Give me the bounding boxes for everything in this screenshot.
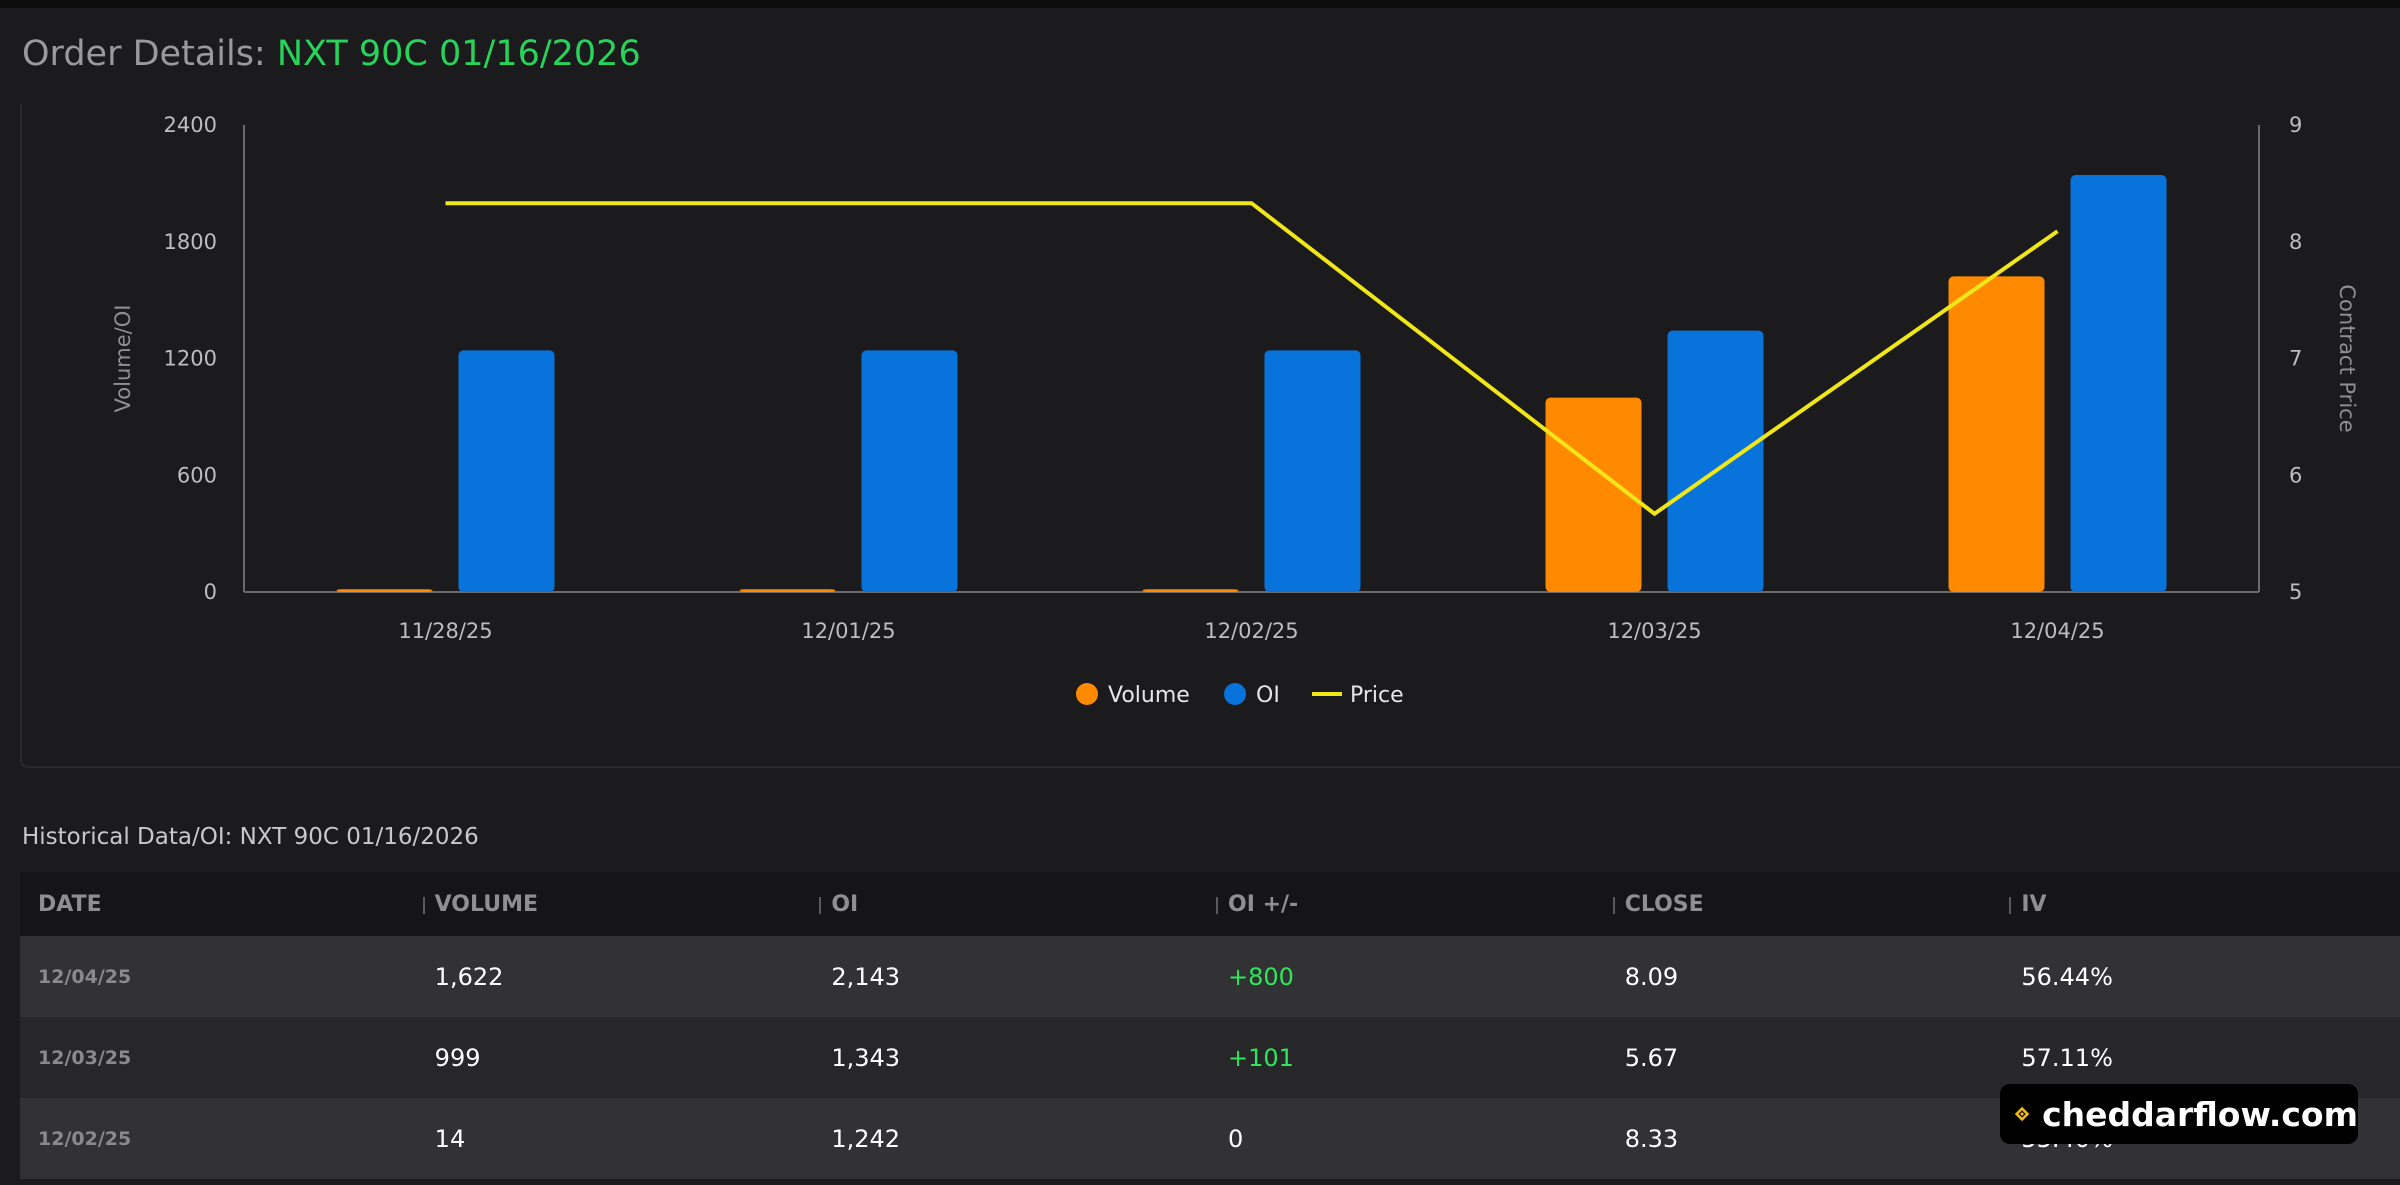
cheddarflow-watermark: cheddarflow.com (2000, 1084, 2358, 1144)
x-tick-label: 12/04/25 (2010, 619, 2104, 643)
y2-tick-label: 8 (2289, 230, 2302, 254)
column-header-iv[interactable]: IV (2003, 892, 2400, 917)
cell-date: 12/03/25 (38, 1046, 132, 1069)
y-tick-label: 0 (204, 580, 217, 604)
y-tick-label: 600 (177, 463, 217, 487)
x-tick-label: 12/01/25 (801, 619, 895, 643)
column-header-oi-change[interactable]: OI +/- (1210, 892, 1607, 917)
x-tick-label: 12/03/25 (1607, 619, 1701, 643)
oi-bar (2070, 175, 2167, 592)
chart-panel: 0 600 1200 1800 2400 5 6 7 8 9 Volume/OI Contract P… (20, 104, 2400, 768)
top-border (0, 0, 2400, 8)
volume-oi-price-chart: 0 600 1200 1800 2400 5 6 7 8 9 Volume/OI Contract P… (111, 113, 2359, 708)
page-title: Order Details: NXT 90C 01/16/2026 (22, 34, 641, 74)
y2-tick-label: 7 (2289, 347, 2302, 371)
oi-bar (1264, 350, 1361, 592)
y-tick-label: 1800 (164, 230, 217, 254)
oi-bar (861, 350, 958, 592)
column-header-date[interactable]: DATE (38, 891, 102, 917)
cell-iv: 57.11% (2021, 1043, 2113, 1072)
cell-oi: 1,242 (831, 1124, 901, 1153)
column-header-close[interactable]: CLOSE (1607, 892, 2004, 917)
cell-close: 8.33 (1624, 1124, 1679, 1153)
page-title-prefix: Order Details: (22, 34, 277, 74)
cell-volume: 999 (434, 1043, 481, 1072)
cell-close: 5.67 (1624, 1043, 1679, 1072)
legend-oi-swatch (1224, 683, 1246, 705)
x-tick-label: 11/28/25 (398, 619, 492, 643)
cell-oi: 2,143 (831, 962, 901, 991)
volume-bar (1948, 276, 2045, 592)
legend-volume-swatch (1076, 683, 1098, 705)
cell-close: 8.09 (1624, 962, 1679, 991)
cell-oi-change: +101 (1228, 1043, 1294, 1072)
cell-date: 12/04/25 (38, 965, 132, 988)
oi-bar (458, 350, 555, 592)
volume-bar (336, 589, 433, 592)
cheddarflow-logo-icon (2014, 1106, 2030, 1122)
column-header-volume[interactable]: VOLUME (417, 892, 814, 917)
volume-bar (1142, 589, 1239, 592)
y2-tick-label: 9 (2289, 113, 2302, 137)
y2-tick-label: 5 (2289, 580, 2302, 604)
price-line (445, 201, 2059, 517)
cell-volume: 1,622 (434, 962, 504, 991)
cell-oi-change: 0 (1228, 1124, 1244, 1153)
cell-oi-change: +800 (1228, 962, 1294, 991)
y-axis-title: Volume/OI (111, 305, 135, 413)
contract-name: NXT 90C 01/16/2026 (276, 34, 641, 74)
volume-bar (739, 589, 836, 592)
legend-volume-label: Volume (1108, 683, 1190, 708)
legend-price-label: Price (1350, 683, 1404, 708)
table-row[interactable]: 12/04/25 1,622 2,143 +800 8.09 56.44% (20, 936, 2400, 1017)
cell-oi: 1,343 (831, 1043, 901, 1072)
oi-bar (1667, 330, 1764, 592)
y-tick-label: 1200 (164, 347, 217, 371)
cell-volume: 14 (434, 1124, 466, 1153)
y2-tick-label: 6 (2289, 463, 2302, 487)
y2-axis-title: Contract Price (2335, 284, 2359, 432)
x-tick-label: 12/02/25 (1204, 619, 1298, 643)
legend-oi-label: OI (1256, 683, 1280, 708)
cell-iv: 56.44% (2021, 962, 2113, 991)
y-tick-label: 2400 (164, 113, 217, 137)
table-title: Historical Data/OI: NXT 90C 01/16/2026 (22, 824, 479, 850)
watermark-text: cheddarflow.com (2042, 1094, 2358, 1134)
table-header: DATE VOLUME OI OI +/- CLOSE IV (20, 872, 2400, 936)
table-row[interactable]: 12/03/25 999 1,343 +101 5.67 57.11% (20, 1017, 2400, 1098)
cell-date: 12/02/25 (38, 1127, 132, 1150)
column-header-oi[interactable]: OI (813, 892, 1210, 917)
